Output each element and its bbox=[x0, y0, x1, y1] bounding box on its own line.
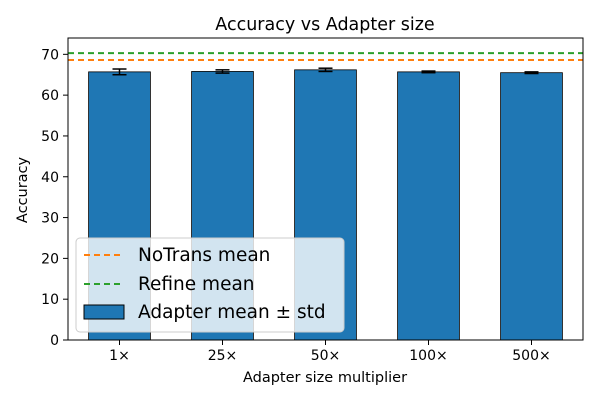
legend-frame bbox=[75, 237, 345, 333]
chart-title: Accuracy vs Adapter size bbox=[215, 15, 434, 35]
x-tick-label-1: 25× bbox=[208, 348, 238, 364]
legend: NoTrans mean Refine mean Adapter mean ± … bbox=[75, 237, 345, 333]
x-axis-label: Adapter size multiplier bbox=[243, 370, 407, 386]
y-tick-label-6: 60 bbox=[41, 88, 59, 104]
axes-frame bbox=[67, 37, 584, 341]
x-tick-label-4: 500× bbox=[512, 348, 550, 364]
x-tick-label-3: 100× bbox=[409, 348, 447, 364]
legend-label-refine: Refine mean bbox=[138, 274, 255, 295]
y-axis-label: Accuracy bbox=[15, 156, 31, 223]
legend-swatch-adapter bbox=[83, 304, 125, 320]
y-tick-label-7: 70 bbox=[41, 47, 59, 63]
x-tick-label-0: 1× bbox=[109, 348, 130, 364]
legend-label-adapter: Adapter mean ± std bbox=[138, 302, 326, 323]
y-tick-label-4: 40 bbox=[41, 170, 59, 186]
y-tick-label-5: 50 bbox=[41, 129, 59, 145]
y-tick-label-0: 0 bbox=[50, 333, 59, 349]
legend-label-notrans: NoTrans mean bbox=[138, 245, 270, 266]
y-tick-label-3: 30 bbox=[41, 211, 59, 227]
x-tick-label-2: 50× bbox=[311, 348, 341, 364]
bar-3 bbox=[397, 71, 460, 341]
y-tick-label-1: 10 bbox=[41, 292, 59, 308]
y-tick-label-2: 20 bbox=[41, 251, 59, 267]
bar-4 bbox=[500, 72, 563, 341]
